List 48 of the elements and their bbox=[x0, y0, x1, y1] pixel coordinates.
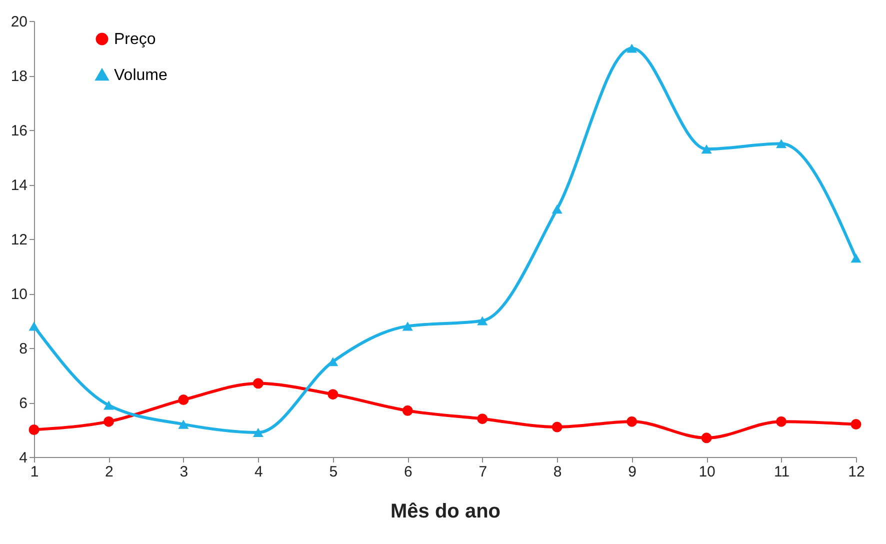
x-tick-label: 4 bbox=[254, 464, 263, 480]
y-tick-label: 10 bbox=[10, 286, 28, 303]
x-axis-title: Mês do ano bbox=[390, 500, 501, 522]
point bbox=[626, 44, 638, 53]
point bbox=[477, 316, 488, 326]
y-tick-label: 6 bbox=[19, 395, 28, 412]
x-tick-label: 3 bbox=[180, 464, 188, 480]
x-tick-label: 1 bbox=[30, 464, 39, 480]
point bbox=[103, 400, 114, 410]
y-tick-label: 20 bbox=[10, 14, 28, 30]
y-tick-label: 8 bbox=[19, 340, 28, 358]
y-tick-label: 12 bbox=[10, 232, 28, 248]
x-tick-label: 6 bbox=[404, 464, 412, 480]
point bbox=[402, 405, 413, 416]
point bbox=[850, 254, 862, 263]
point bbox=[328, 389, 338, 400]
point bbox=[252, 428, 264, 438]
x-tick-label: 7 bbox=[478, 464, 488, 480]
x-tick-label: 2 bbox=[105, 464, 114, 480]
y-tick-label: 14 bbox=[10, 177, 28, 194]
point bbox=[402, 322, 413, 331]
legend-label: Preço bbox=[114, 31, 156, 48]
y-tick-label: 4 bbox=[19, 450, 28, 466]
x-tick-label: 5 bbox=[329, 464, 338, 480]
x-tick-label: 11 bbox=[774, 464, 790, 480]
point bbox=[701, 432, 712, 444]
point bbox=[701, 144, 712, 154]
point bbox=[178, 420, 189, 429]
point bbox=[776, 139, 787, 148]
point bbox=[776, 416, 787, 427]
x-tick-label: 10 bbox=[698, 464, 716, 480]
point bbox=[552, 204, 562, 214]
point bbox=[328, 357, 338, 366]
point bbox=[850, 419, 862, 430]
x-tick-label: 12 bbox=[848, 464, 865, 480]
point bbox=[477, 414, 488, 424]
point bbox=[103, 416, 114, 427]
point bbox=[626, 416, 638, 427]
legend-label: Volume bbox=[114, 67, 168, 84]
x-tick-label: 9 bbox=[628, 464, 636, 480]
x-tick-label: 8 bbox=[553, 464, 562, 480]
y-tick-label: 16 bbox=[10, 122, 28, 140]
point bbox=[178, 394, 189, 406]
point bbox=[28, 322, 40, 331]
point bbox=[252, 378, 264, 389]
y-tick-label: 18 bbox=[10, 68, 28, 85]
point bbox=[552, 422, 562, 432]
point bbox=[28, 424, 40, 435]
